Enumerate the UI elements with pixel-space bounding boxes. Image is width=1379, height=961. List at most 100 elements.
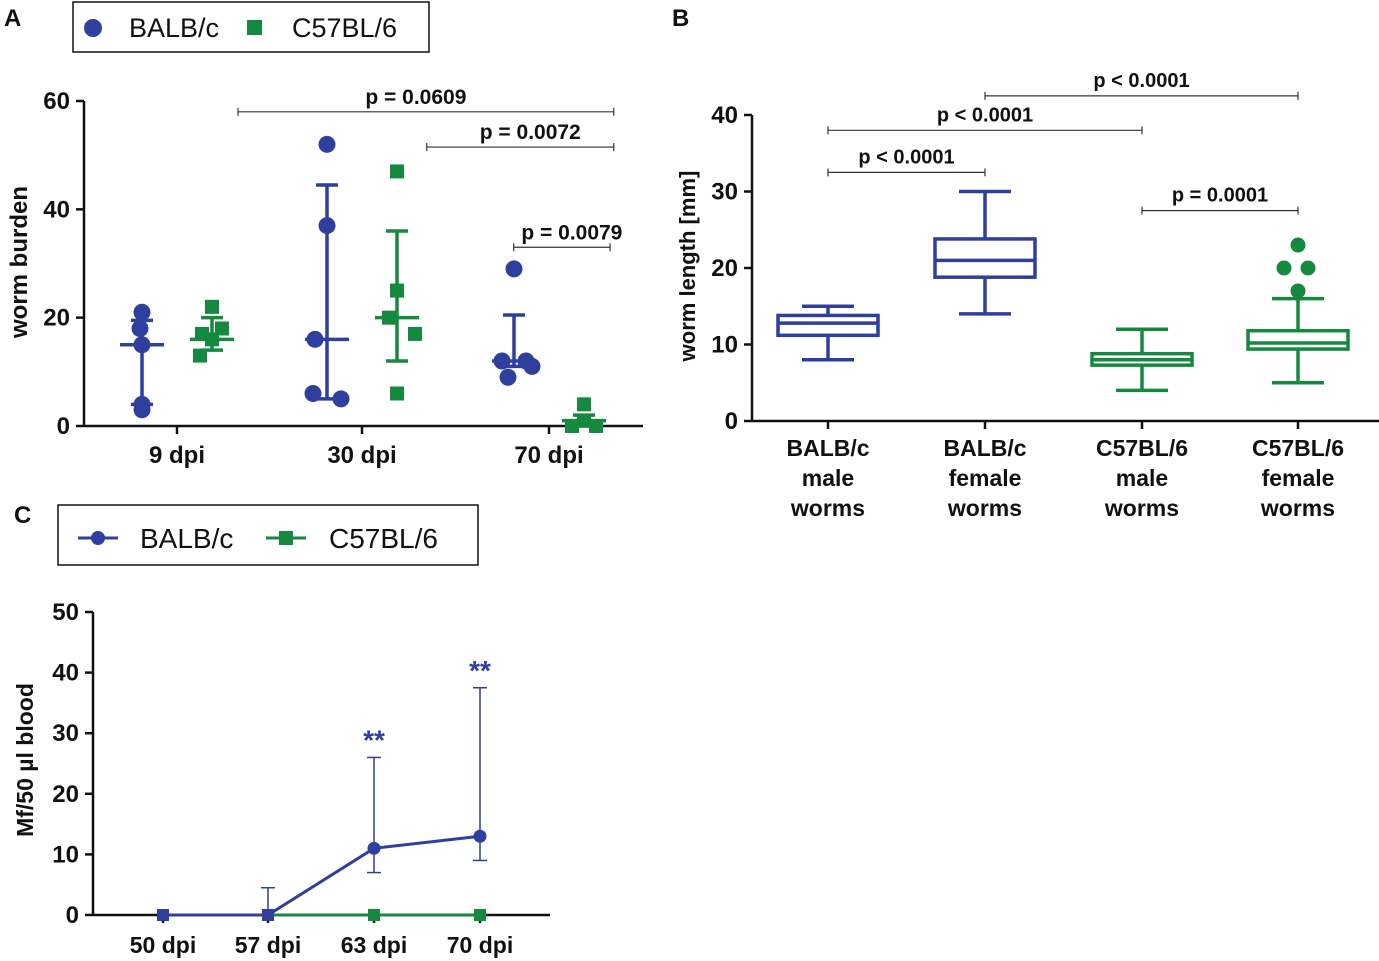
data-point-balbc [493, 352, 511, 370]
y-tick-label: 30 [52, 720, 79, 747]
box-outlier [1300, 260, 1316, 276]
x-tick-label: 70 dpi [514, 442, 583, 469]
data-point-c57bl6 [390, 164, 404, 179]
y-tick-label: 20 [711, 255, 738, 282]
x-tick-label: worms [947, 495, 1022, 521]
x-tick-label: 30 dpi [327, 442, 396, 469]
data-point-c57bl6 [157, 909, 169, 921]
data-point-c57bl6 [390, 386, 404, 401]
data-point-balbc [133, 401, 151, 419]
x-tick-label: male [802, 465, 854, 491]
x-tick-label: C57BL/6 [1096, 435, 1188, 461]
panel-a-chart: 0 20 40 60 9 dpi 30 dpi 70 dpi worm burden p = 0… [6, 86, 643, 469]
legend-c-c57-label: C57BL/6 [329, 523, 438, 554]
x-tick-label: C57BL/6 [1252, 435, 1344, 461]
data-point-balbc [523, 357, 541, 375]
legend-c-balb-label: BALB/c [140, 523, 233, 554]
panel-c-chart: 0 10 20 30 40 50 50 dpi 57 dpi 63 dpi 70 dpi Mf/50… [12, 599, 550, 958]
y-axis-title: Mf/50 µl blood [12, 683, 38, 837]
panel-label-b: B [672, 5, 689, 32]
y-tick-label: 20 [52, 781, 79, 808]
x-tick-label: male [1116, 465, 1168, 491]
box-outlier [1290, 283, 1306, 299]
data-point-balbc [306, 330, 324, 348]
x-tick-label: 50 dpi [130, 932, 196, 958]
legend-a: BALB/c C57BL/6 [72, 1, 430, 53]
box-iqr [1246, 328, 1350, 351]
data-point-c57bl6 [205, 299, 219, 314]
data-point-c57bl6 [368, 909, 380, 921]
panel-label-a: A [4, 5, 21, 32]
data-point-balbc [131, 320, 149, 337]
y-tick-label: 40 [52, 660, 79, 687]
y-tick-label: 50 [52, 599, 79, 626]
box-outlier [1276, 260, 1292, 276]
y-axis-title: worm length [mm] [675, 171, 700, 363]
data-point-c57bl6 [589, 419, 603, 433]
data-point-balbc [505, 260, 523, 278]
data-point-c57bl6 [577, 413, 591, 428]
p-value-label: p = 0.0072 [480, 121, 581, 144]
data-point-balbc [133, 336, 151, 354]
y-tick-label: 0 [725, 408, 738, 435]
y-tick-label: 60 [43, 88, 70, 115]
data-point-c57bl6 [382, 310, 396, 325]
legend-a-balb-marker [84, 19, 102, 37]
x-tick-label: BALB/c [786, 435, 869, 461]
legend-c-balb-marker [91, 531, 105, 545]
data-point-c57bl6 [205, 332, 219, 347]
y-tick-label: 0 [66, 902, 79, 929]
data-point-balbc [499, 368, 517, 386]
data-point-balbc [318, 135, 336, 153]
p-value-label: p = 0.0079 [521, 221, 622, 244]
box-iqr [776, 313, 880, 338]
legend-c-frame [57, 504, 479, 566]
data-point-c57bl6 [262, 909, 274, 921]
y-tick-label: 10 [711, 332, 738, 359]
data-point-balbc [318, 217, 336, 235]
y-tick-label: 30 [711, 179, 738, 206]
x-tick-label: female [949, 465, 1022, 491]
significance-marker: ** [363, 724, 385, 755]
legend-c: BALB/c C57BL/6 [57, 504, 479, 566]
y-tick-label: 10 [52, 841, 79, 868]
x-tick-label: 9 dpi [149, 442, 205, 469]
x-tick-label: 70 dpi [447, 932, 513, 958]
x-tick-label: female [1262, 465, 1335, 491]
data-point-c57bl6 [390, 283, 404, 298]
y-tick-label: 0 [57, 413, 70, 440]
p-value-label: p = 0.0001 [1172, 185, 1268, 207]
box-outlier [1290, 237, 1306, 253]
p-value-label: p = 0.0609 [365, 86, 466, 109]
x-tick-label: worms [1104, 495, 1179, 521]
legend-a-c57-label: C57BL/6 [292, 13, 397, 43]
x-tick-label: 57 dpi [235, 932, 301, 958]
data-point-c57bl6 [193, 348, 207, 363]
data-point-balbc [332, 390, 350, 408]
panel-b-chart: 0 10 20 30 40 BALB/c male worms BALB/c female worm… [675, 70, 1379, 521]
data-point-balbc [367, 841, 381, 855]
data-point-balbc [473, 829, 487, 843]
box-iqr [933, 237, 1037, 279]
legend-a-balb-label: BALB/c [129, 13, 219, 43]
data-point-balbc [304, 385, 322, 402]
significance-marker: ** [469, 655, 491, 686]
y-tick-label: 20 [43, 305, 70, 332]
legend-c-c57-marker [279, 531, 293, 545]
y-tick-label: 40 [711, 102, 738, 129]
data-point-c57bl6 [565, 419, 579, 433]
x-tick-label: worms [1260, 495, 1335, 521]
p-value-label: p < 0.0001 [937, 104, 1033, 126]
x-tick-label: BALB/c [943, 435, 1026, 461]
data-point-c57bl6 [474, 909, 486, 921]
p-value-label: p < 0.0001 [1093, 70, 1189, 92]
x-tick-label: 63 dpi [341, 932, 407, 958]
x-tick-label: worms [790, 495, 865, 521]
p-value-label: p < 0.0001 [858, 146, 954, 168]
panel-label-c: C [14, 502, 31, 529]
series-line-balbc [163, 834, 481, 917]
legend-a-c57-marker [247, 20, 262, 35]
data-point-c57bl6 [215, 321, 229, 336]
y-tick-label: 40 [43, 196, 70, 223]
